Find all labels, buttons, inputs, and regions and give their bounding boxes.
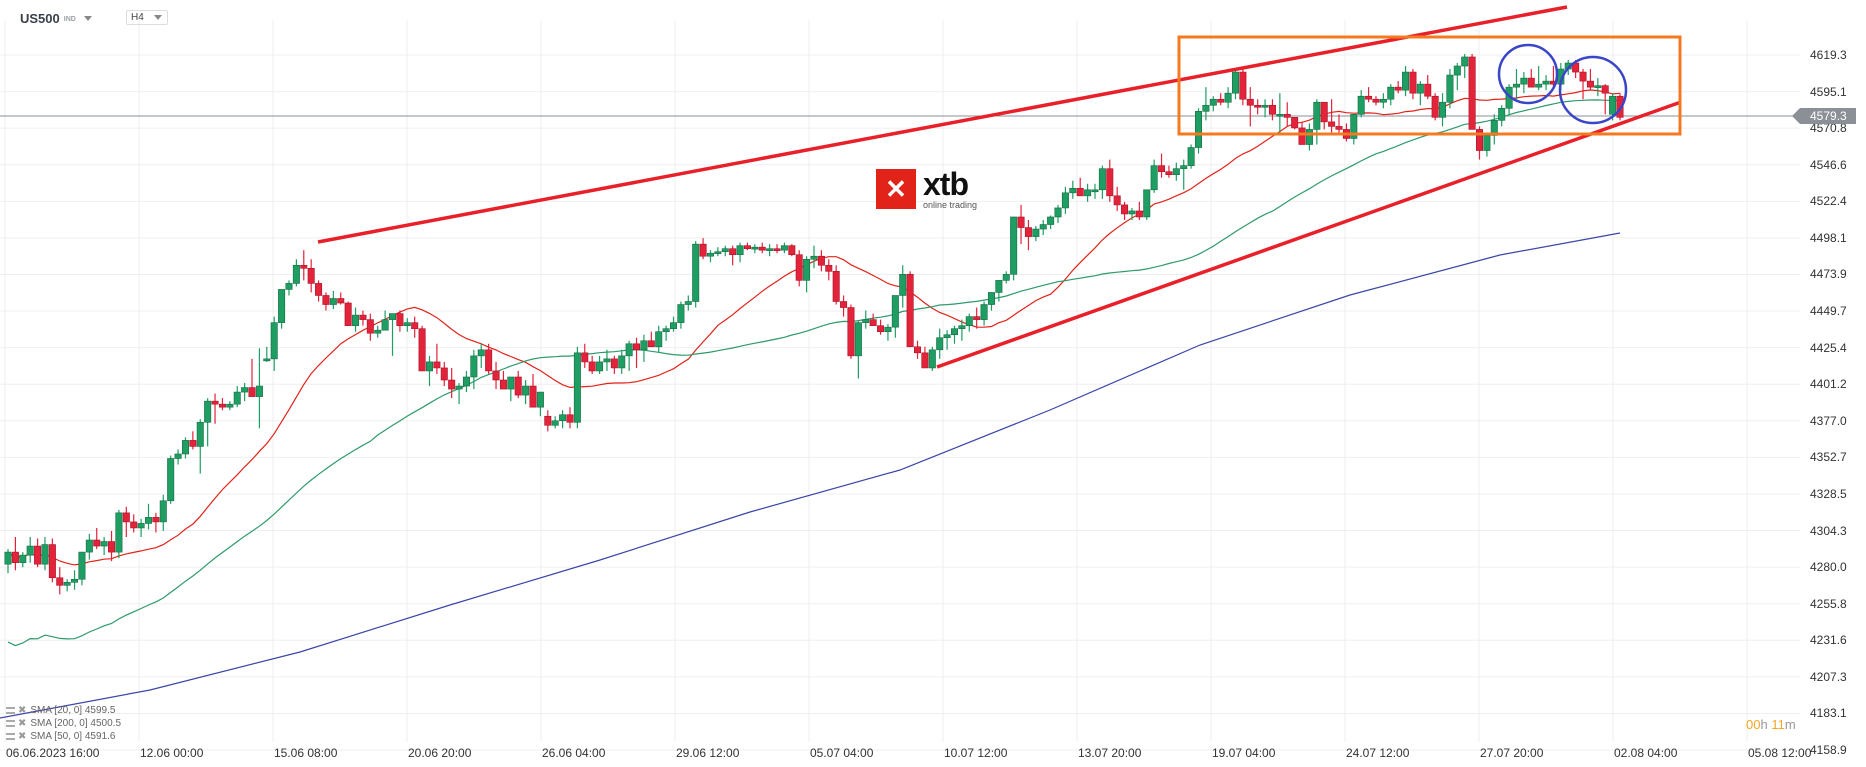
indicator-sma200[interactable]: ✖ SMA [200, 0] 4500.5	[6, 717, 121, 730]
candlesticks	[4, 53, 1624, 595]
time-tick: 15.06 08:00	[274, 746, 338, 760]
logo-tagline: online trading	[923, 200, 978, 210]
time-tick: 27.07 20:00	[1480, 746, 1544, 760]
candle-countdown: 00h 11m	[1746, 717, 1796, 732]
xtb-logo: ✕ xtb online trading	[876, 168, 977, 210]
timeframe-select[interactable]: H4	[126, 10, 168, 25]
indicator-legend: ✖ SMA [20, 0] 4599.5 ✖ SMA [200, 0] 4500.5…	[6, 704, 121, 743]
symbol-tag: IND	[63, 16, 76, 23]
indicator-sma20[interactable]: ✖ SMA [20, 0] 4599.5	[6, 704, 121, 717]
price-tick: 4619.3	[1810, 48, 1847, 62]
price-tick: 4280.0	[1810, 560, 1847, 575]
current-price-marker: 4579.3	[1792, 108, 1856, 124]
price-tick: 4401.2	[1810, 377, 1847, 392]
price-tick: 4183.1	[1810, 706, 1847, 721]
sma-lines	[0, 89, 1621, 719]
chevron-down-icon[interactable]	[83, 16, 92, 21]
chevron-down-icon	[154, 15, 162, 20]
range-box[interactable]	[1177, 35, 1682, 136]
time-tick: 10.07 12:00	[944, 746, 1008, 760]
indicator-label: SMA [200, 0] 4500.5	[30, 718, 122, 729]
time-tick: 13.07 20:00	[1078, 746, 1142, 760]
timeframe-value: H4	[131, 12, 144, 23]
settings-icon[interactable]	[6, 720, 15, 727]
chart-grid	[0, 20, 1800, 751]
indicator-label: SMA [50, 0] 4591.6	[30, 731, 116, 742]
price-tick: 4231.6	[1810, 633, 1847, 648]
time-tick: 05.07 04:00	[810, 746, 874, 760]
highlight-circle[interactable]	[1497, 43, 1559, 105]
time-tick: 02.08 04:00	[1614, 746, 1678, 760]
lower-trendline[interactable]	[936, 100, 1682, 369]
close-icon[interactable]: ✖	[18, 731, 27, 742]
close-icon[interactable]: ✖	[18, 718, 27, 729]
time-tick: 12.06 00:00	[140, 746, 204, 760]
price-tick: 4425.4	[1810, 340, 1847, 355]
settings-icon[interactable]	[6, 733, 15, 740]
price-tick: 4328.5	[1810, 486, 1847, 501]
close-icon[interactable]: ✖	[18, 705, 27, 716]
price-tick: 4498.1	[1810, 230, 1847, 245]
time-tick: 06.06.2023 16:00	[6, 746, 100, 760]
price-tick: 4449.7	[1810, 304, 1847, 319]
time-tick: 20.06 20:00	[408, 746, 472, 760]
highlight-circle[interactable]	[1558, 55, 1628, 125]
price-tick: 4377.0	[1810, 413, 1847, 428]
time-tick: 05.08 12:00	[1748, 746, 1812, 760]
time-tick: 24.07 12:00	[1346, 746, 1410, 760]
price-tick: 4158.9	[1810, 743, 1847, 758]
settings-icon[interactable]	[6, 707, 15, 714]
logo-name: xtb	[923, 166, 969, 202]
price-tick: 4546.6	[1810, 157, 1847, 172]
price-tick: 4304.3	[1810, 523, 1847, 538]
time-tick: 26.06 04:00	[542, 746, 606, 760]
xtb-mark-icon: ✕	[876, 169, 916, 209]
price-tick: 4570.8	[1810, 121, 1847, 136]
price-tick: 4255.8	[1810, 596, 1847, 611]
time-tick: 19.07 04:00	[1212, 746, 1276, 760]
price-tick: 4473.9	[1810, 267, 1847, 282]
symbol-name: US500	[20, 11, 60, 26]
upper-trendline[interactable]	[317, 5, 1568, 244]
price-tick: 4352.7	[1810, 450, 1847, 465]
indicator-label: SMA [20, 0] 4599.5	[30, 705, 116, 716]
price-tick: 4522.4	[1810, 194, 1847, 209]
price-tick: 4207.3	[1810, 669, 1847, 684]
indicator-sma50[interactable]: ✖ SMA [50, 0] 4591.6	[6, 730, 121, 743]
price-tick: 4595.1	[1810, 84, 1847, 99]
symbol-selector[interactable]: US500 IND	[20, 11, 92, 26]
chart-drawings[interactable]	[317, 5, 1682, 369]
time-tick: 29.06 12:00	[676, 746, 740, 760]
